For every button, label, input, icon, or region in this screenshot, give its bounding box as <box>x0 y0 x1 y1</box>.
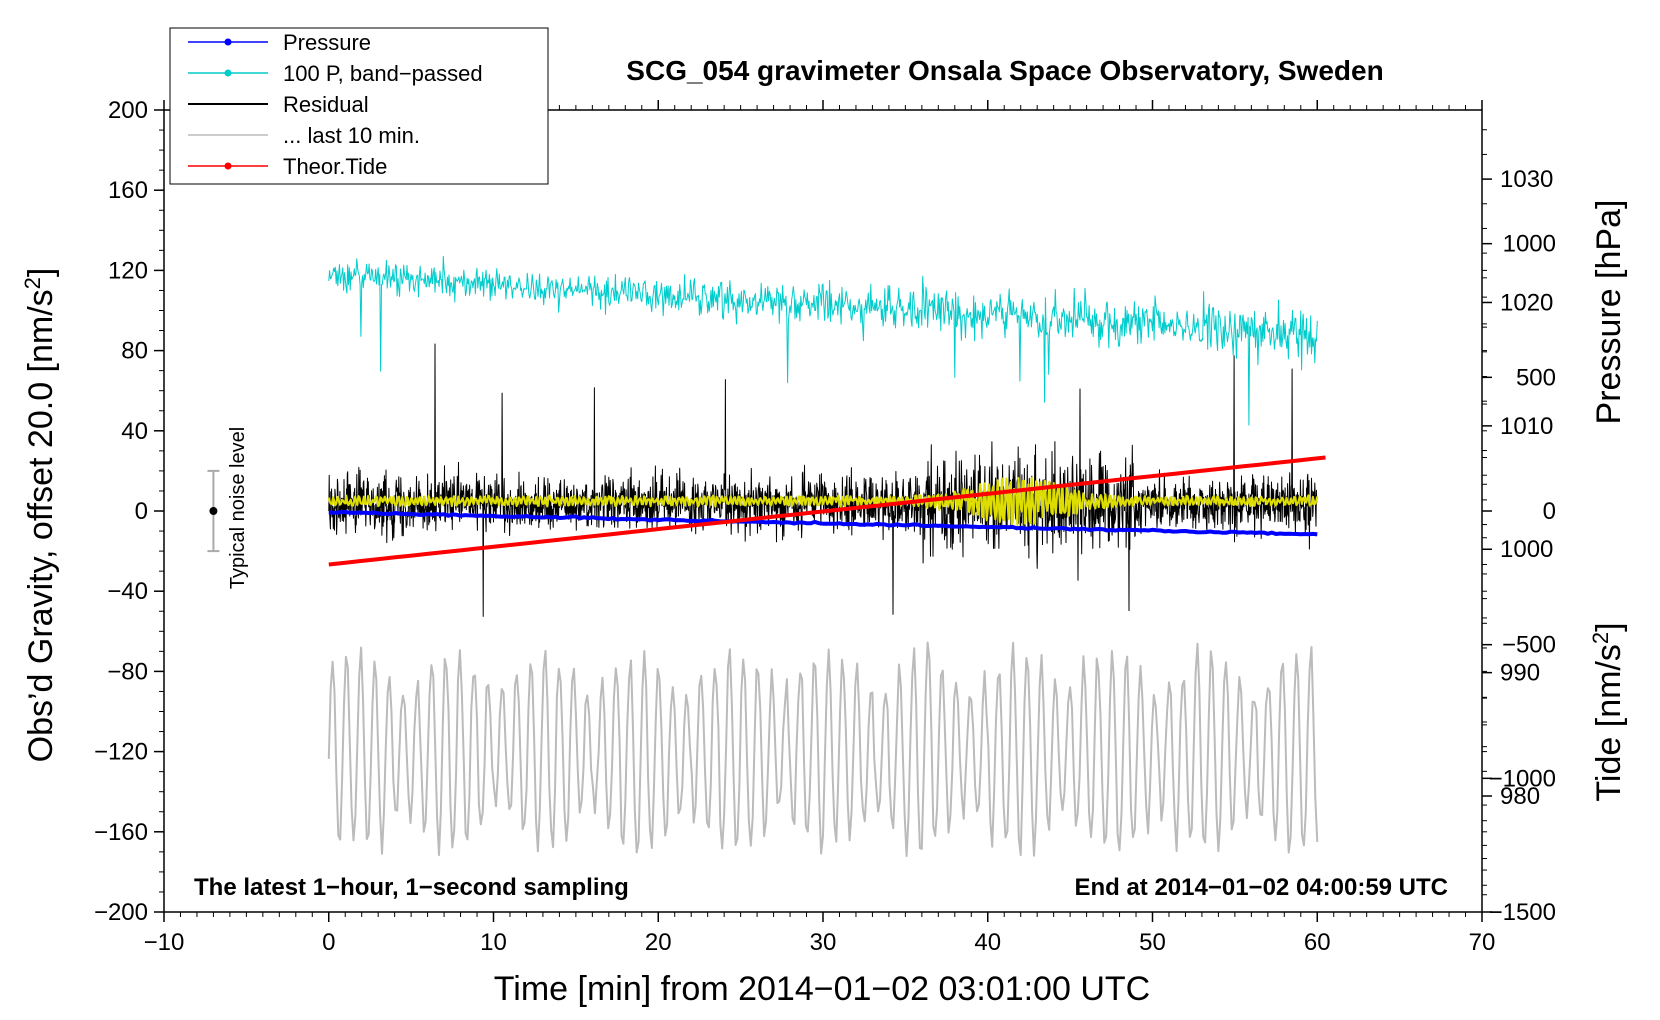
y-pressure-tick-label: 1010 <box>1500 413 1553 440</box>
y-left-tick-label: −200 <box>94 899 148 926</box>
x-tick-label: 30 <box>810 929 837 956</box>
y-tide-axis-title-text: Tide [nm/s <box>1590 644 1628 801</box>
legend-marker <box>224 69 232 77</box>
series-theoretical-tide-line <box>328 455 1326 567</box>
y-tide-axis-title: Tide [nm/s2] <box>1588 622 1628 801</box>
y-left-tick-label: 120 <box>108 257 148 284</box>
left-note: The latest 1−hour, 1−second sampling <box>194 874 629 901</box>
y-pressure-tick-label: 990 <box>1500 660 1540 687</box>
y-left-axis-title-sup: 2 <box>20 277 45 289</box>
series-layer <box>327 255 1326 857</box>
series-residual-line <box>328 343 1318 617</box>
y-left-tick-label: 80 <box>121 338 148 365</box>
legend: Pressure 100 P, band−passed Residual ... la… <box>169 27 549 185</box>
y-tide-tick-label: −500 <box>1502 632 1556 659</box>
series-residual-smoothed-line <box>327 476 1319 527</box>
y-left-tick-label: −160 <box>94 819 148 846</box>
y-left-tick-label: −120 <box>94 739 148 766</box>
y-left-tick-label: 160 <box>108 177 148 204</box>
legend-marker <box>224 162 232 170</box>
y-pressure-axis-ticks: 980 990 1000 1010 1020 1030 <box>1482 129 1553 896</box>
legend-label: Pressure <box>283 30 371 55</box>
y-pressure-axis-title: Pressure [hPa] <box>1590 200 1628 425</box>
y-left-axis-title-end: ] <box>22 268 60 277</box>
noise-label: Typical noise level <box>227 427 249 589</box>
y-tide-tick-label: 1000 <box>1503 231 1556 258</box>
x-tick-label: 10 <box>480 929 507 956</box>
y-tide-axis-title-end: ] <box>1590 622 1628 631</box>
y-left-tick-label: −80 <box>107 658 148 685</box>
y-pressure-tick-label: 1020 <box>1500 289 1553 316</box>
series-band-passed-pressure-line <box>328 255 1318 426</box>
noise-bar-center-dot <box>209 507 218 515</box>
x-tick-label: −10 <box>144 929 185 956</box>
y-tide-axis-ticks: 1000 500 0 −500 −1000 −1500 <box>1482 231 1556 926</box>
x-axis-ticks: −10 0 10 20 30 40 50 60 70 <box>144 100 1496 956</box>
legend-label: ... last 10 min. <box>283 123 420 148</box>
legend-box <box>169 27 549 185</box>
noise-bar <box>207 469 220 553</box>
y-tide-axis-title-sup: 2 <box>1588 632 1613 644</box>
y-pressure-tick-label: 1030 <box>1500 166 1553 193</box>
x-axis-title: Time [min] from 2014−01−02 03:01:00 UTC <box>494 970 1150 1008</box>
series-last-10-min-line <box>327 641 1319 857</box>
x-tick-label: 70 <box>1469 929 1496 956</box>
y-left-tick-label: −40 <box>107 578 148 605</box>
y-left-tick-label: 40 <box>121 418 148 445</box>
y-tide-tick-label: 0 <box>1543 498 1556 525</box>
y-tide-tick-label: 500 <box>1516 364 1556 391</box>
y-tide-tick-label: −1000 <box>1489 765 1556 792</box>
chart-title: SCG_054 gravimeter Onsala Space Observat… <box>626 55 1383 86</box>
y-pressure-tick-label: 980 <box>1500 783 1540 810</box>
right-note: End at 2014−01−02 04:00:59 UTC <box>1074 874 1448 901</box>
x-tick-label: 0 <box>322 929 335 956</box>
x-tick-label: 60 <box>1304 929 1331 956</box>
series-pressure-line <box>328 510 1318 537</box>
y-left-tick-label: 200 <box>108 97 148 124</box>
y-pressure-tick-label: 1000 <box>1500 536 1553 563</box>
legend-label: Theor.Tide <box>283 154 387 179</box>
legend-label: 100 P, band−passed <box>283 61 483 86</box>
legend-label: Residual <box>283 92 369 117</box>
y-left-tick-label: 0 <box>135 498 148 525</box>
y-left-axis-ticks: 200 160 120 80 40 0 −40 −80 −120 −160 −200 <box>94 97 164 926</box>
y-tide-tick-label: −1500 <box>1489 899 1556 926</box>
y-left-axis-title: Obs’d Gravity, offset 20.0 [nm/s2] <box>20 268 60 763</box>
legend-marker <box>224 38 232 46</box>
x-tick-label: 50 <box>1139 929 1166 956</box>
x-tick-label: 20 <box>645 929 672 956</box>
y-left-axis-title-text: Obs’d Gravity, offset 20.0 [nm/s <box>22 289 60 762</box>
x-tick-label: 40 <box>974 929 1001 956</box>
